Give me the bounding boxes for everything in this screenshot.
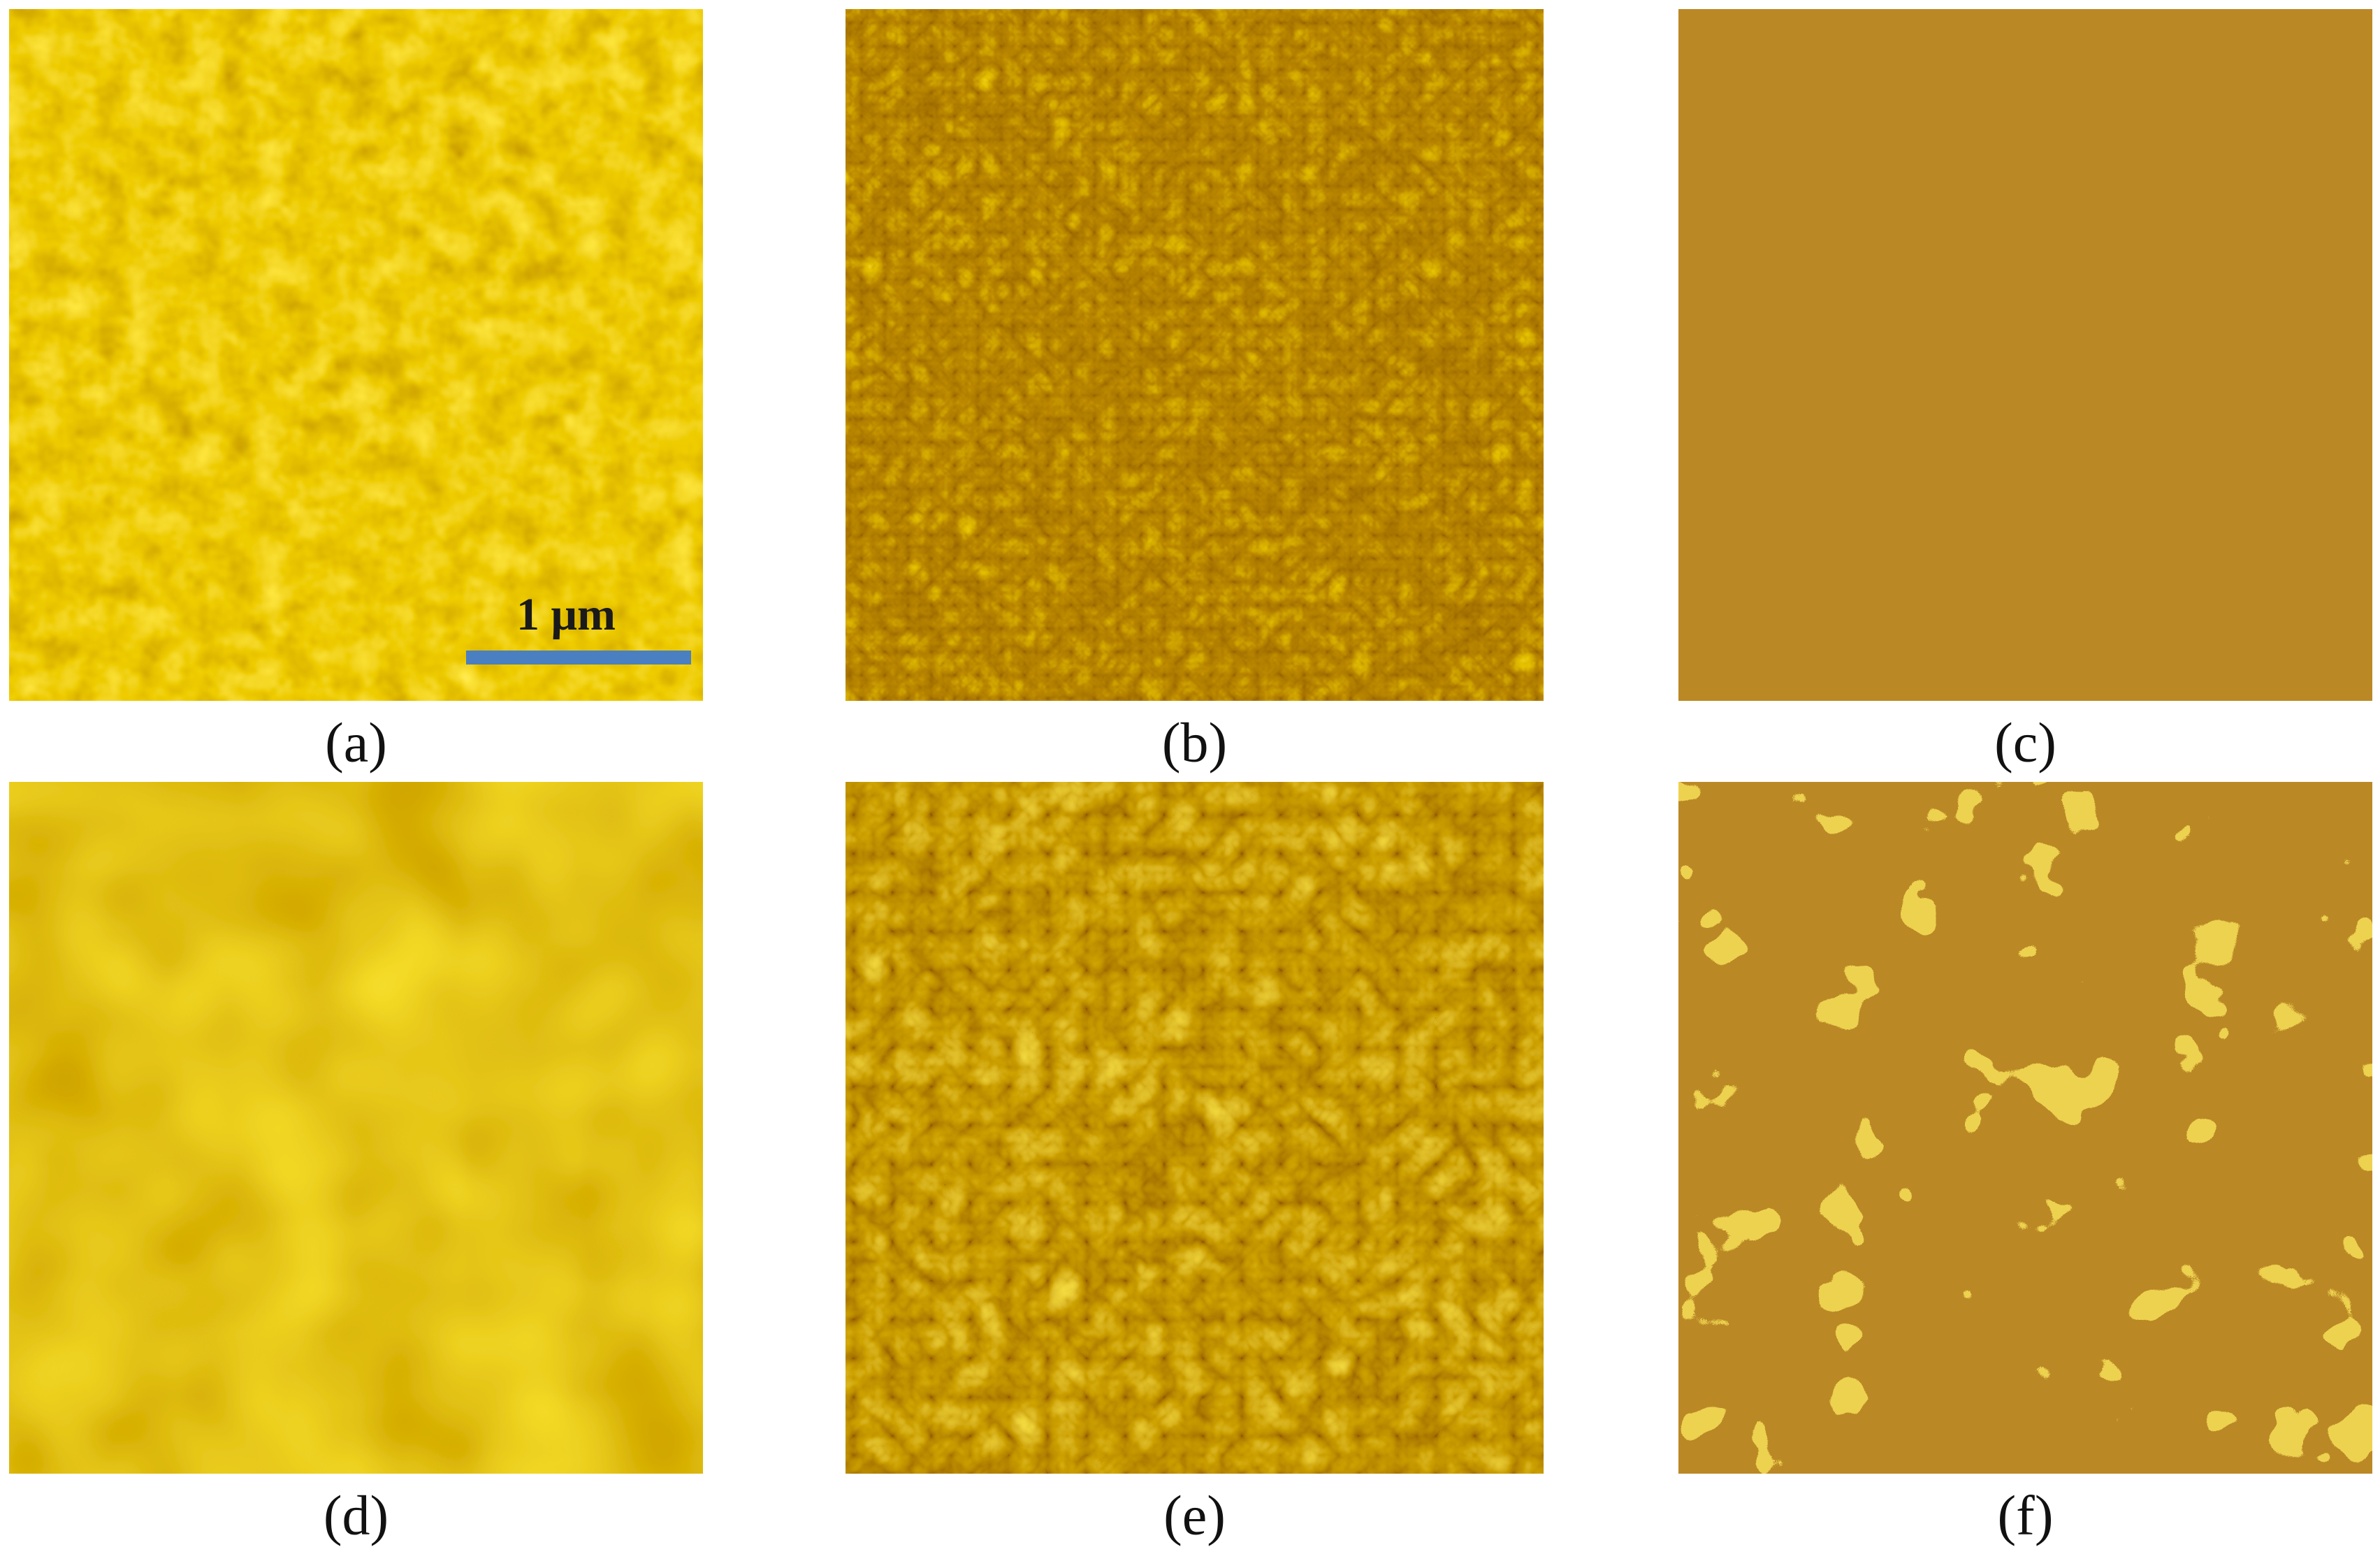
- scale-bar-label: 1 μm: [516, 589, 616, 640]
- panel-label: (a): [325, 712, 387, 774]
- panel-label: (d): [324, 1485, 389, 1546]
- panel-label: (c): [1994, 712, 2056, 774]
- afm-image: [846, 9, 1544, 701]
- panel-label: (b): [1162, 712, 1227, 774]
- afm-image: [1678, 782, 2372, 1474]
- afm-image: [9, 9, 703, 701]
- panel-label: (f): [1998, 1485, 2054, 1546]
- afm-image: [846, 782, 1544, 1474]
- afm-image: [1678, 9, 2372, 701]
- panel-label: (e): [1163, 1485, 1226, 1546]
- afm-image: [9, 782, 703, 1474]
